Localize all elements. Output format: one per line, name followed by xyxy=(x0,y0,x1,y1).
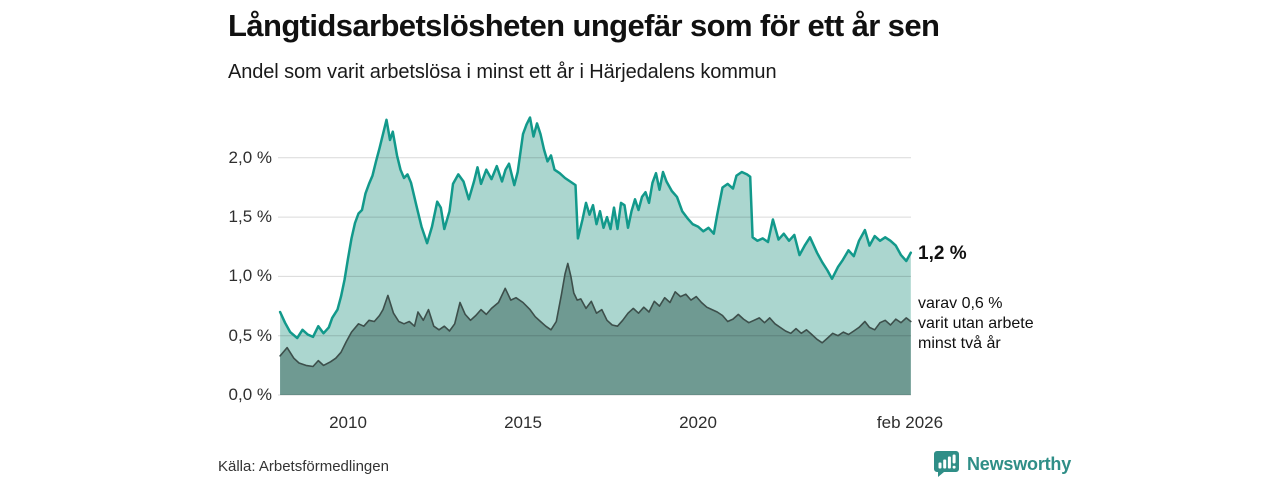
page-title: Långtidsarbetslösheten ungefär som för e… xyxy=(228,8,940,43)
source-credit: Källa: Arbetsförmedlingen xyxy=(218,458,389,475)
end-value-label: 1,2 % xyxy=(918,243,967,264)
x-axis-tick: 2015 xyxy=(504,413,542,432)
y-axis-tick: 0,0 % xyxy=(228,385,272,404)
x-axis-tick: feb 2026 xyxy=(876,413,944,432)
annotation-line: varav 0,6 % xyxy=(918,295,1003,312)
y-axis-tick: 1,0 % xyxy=(228,266,272,285)
y-axis-tick: 0,5 % xyxy=(228,326,272,345)
newsworthy-logo-icon xyxy=(934,450,959,477)
chart-subtitle: Andel som varit arbetslösa i minst ett å… xyxy=(228,61,777,83)
x-axis-tick: 2020 xyxy=(679,413,717,432)
y-axis-tick: 2,0 % xyxy=(228,148,272,167)
sub-series-annotation: varav 0,6 % varit utan arbete minst två … xyxy=(918,294,1068,354)
annotation-line: varit utan arbete xyxy=(918,315,1034,332)
y-axis-tick: 1,5 % xyxy=(228,207,272,226)
newsworthy-brand-label: Newsworthy xyxy=(967,453,1072,474)
annotation-line: minst två år xyxy=(918,335,1001,352)
newsworthy-brand: Newsworthy xyxy=(933,450,1071,478)
x-axis-tick: 2010 xyxy=(329,413,367,432)
